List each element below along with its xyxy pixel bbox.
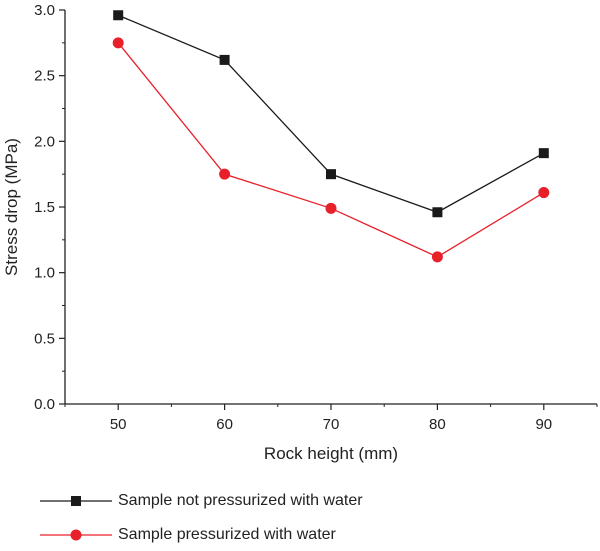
series-line-1	[117, 42, 545, 258]
y-tick-label: 1.5	[34, 199, 55, 216]
series-layer	[112, 10, 550, 263]
data-point-circle	[431, 251, 443, 263]
series-line-0	[117, 14, 545, 213]
y-tick-label: 3.0	[34, 2, 55, 19]
x-tick-label: 90	[535, 416, 552, 433]
y-axis-label: Stress drop (MPa)	[2, 138, 21, 276]
data-point-square	[326, 169, 336, 180]
y-tick-label: 0.5	[34, 330, 55, 347]
legend-item-pressurized: Sample pressurized with water	[40, 525, 336, 545]
y-tick-label: 0.0	[34, 396, 55, 413]
data-point-square	[538, 148, 549, 159]
x-axis-label: Rock height (mm)	[264, 444, 398, 463]
x-tick-label: 50	[110, 416, 127, 433]
legend-label-not-pressurized: Sample not pressurized with water	[118, 492, 363, 509]
data-point-circle	[219, 168, 231, 180]
data-point-square	[113, 10, 124, 21]
y-tick-label: 2.0	[34, 133, 55, 150]
x-tick-label: 60	[216, 416, 233, 433]
data-point-circle	[112, 37, 124, 49]
legend-swatch-square	[40, 496, 112, 506]
data-point-circle	[325, 202, 337, 214]
y-ticks: 0.0 0.5 1.0 1.5 2.0 2.5 3.0	[34, 2, 65, 413]
x-tick-label: 70	[323, 416, 340, 433]
data-point-square	[432, 207, 443, 218]
legend-label-pressurized: Sample pressurized with water	[118, 526, 336, 543]
data-point-square	[219, 54, 230, 65]
legend-item-not-pressurized: Sample not pressurized with water	[40, 491, 363, 511]
x-ticks: 50 60 70 80 90	[64, 404, 598, 433]
y-tick-label: 2.5	[34, 68, 55, 85]
x-tick-label: 80	[429, 416, 446, 433]
legend-swatch-circle	[40, 529, 112, 541]
y-tick-label: 1.0	[34, 265, 55, 282]
data-point-circle	[538, 187, 550, 199]
